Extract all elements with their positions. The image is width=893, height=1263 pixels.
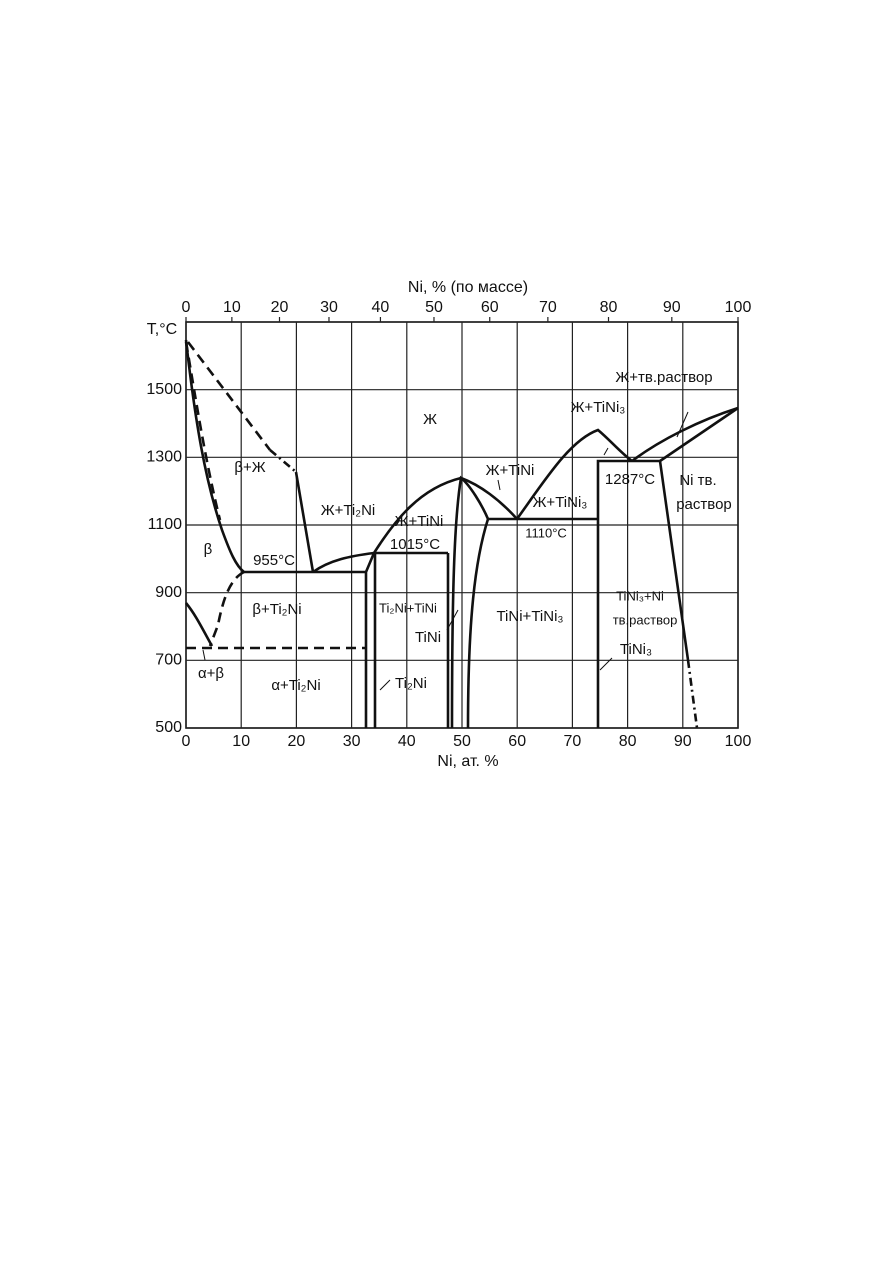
leader-lines bbox=[202, 411, 689, 691]
boundary bbox=[515, 428, 633, 520]
x-tick-label: 80 bbox=[619, 733, 637, 750]
region-label: Ж+TiNi bbox=[395, 513, 444, 530]
x-top-tick-label: 40 bbox=[372, 299, 390, 316]
x-tick-label: 20 bbox=[288, 733, 306, 750]
region-label: Ni тв. bbox=[679, 472, 716, 489]
temperature-label: 1110°C bbox=[525, 525, 567, 540]
x-tick-label: 50 bbox=[453, 733, 471, 750]
phase-boundaries bbox=[184, 339, 739, 729]
region-label: Ж+тв.раствор bbox=[615, 369, 712, 386]
region-label: TiNi bbox=[415, 629, 441, 646]
region-label: Ti₂Ni bbox=[395, 675, 427, 692]
boundary bbox=[631, 406, 739, 463]
x-top-tick-label: 60 bbox=[481, 299, 499, 316]
x-top-tick-label: 30 bbox=[320, 299, 338, 316]
x-tick-label: 10 bbox=[232, 733, 250, 750]
temperature-label: 955°C bbox=[253, 552, 295, 569]
x-top-tick-label: 80 bbox=[600, 299, 618, 316]
boundary bbox=[658, 460, 690, 661]
x-tick-label: 60 bbox=[508, 733, 526, 750]
boundary bbox=[185, 602, 214, 647]
region-label: раствор bbox=[676, 496, 732, 513]
region-label: TiNi+TiNi₃ bbox=[496, 608, 563, 625]
region-label: тв.раствор bbox=[613, 612, 678, 627]
y-tick-label: 900 bbox=[155, 584, 182, 601]
y-tick-label: 500 bbox=[155, 719, 182, 736]
y-tick-label: 700 bbox=[155, 652, 182, 669]
boundary bbox=[450, 475, 490, 729]
region-label: Ti₂Ni+TiNi bbox=[379, 600, 437, 615]
region-labels: Ж Ж+TiNi₃ Ж+тв.раствор β+Ж Ж+Ti₂Ni Ж+TiN… bbox=[198, 369, 732, 694]
temperature-label: 1287°C bbox=[605, 471, 655, 488]
x-tick-label: 90 bbox=[674, 733, 692, 750]
x-top-title: Ni, % (по массе) bbox=[408, 279, 528, 296]
x-top-tick-label: 50 bbox=[425, 299, 443, 316]
region-label: TiNi₃+Ni bbox=[616, 588, 664, 603]
boundary bbox=[269, 449, 297, 473]
region-label: Ж+TiNi₃ bbox=[571, 399, 626, 416]
boundary bbox=[312, 476, 462, 574]
x-top-tick-label: 0 bbox=[182, 299, 191, 316]
boundary bbox=[184, 339, 245, 574]
region-label: TiNi₃ bbox=[620, 641, 652, 658]
boundary bbox=[596, 459, 660, 728]
region-label: Ж+Ti₂Ni bbox=[321, 502, 376, 519]
y-tick-label: 1300 bbox=[146, 449, 182, 466]
region-label: Ж+TiNi bbox=[486, 462, 535, 479]
region-label: Ж+TiNi₃ bbox=[533, 494, 588, 511]
boundary bbox=[208, 570, 245, 647]
boundary bbox=[186, 341, 272, 451]
boundary bbox=[460, 476, 518, 520]
x-bottom-title: Ni, ат. % bbox=[437, 753, 498, 770]
region-label: α+Ti₂Ni bbox=[271, 677, 320, 694]
x-tick-label: 40 bbox=[398, 733, 416, 750]
region-label: β bbox=[204, 541, 213, 558]
region-label: β+Ж bbox=[234, 459, 265, 476]
x-tick-label: 100 bbox=[725, 733, 752, 750]
y-title: T,°C bbox=[147, 321, 177, 338]
boundary bbox=[686, 659, 699, 729]
x-top-tick-label: 100 bbox=[725, 299, 752, 316]
boundary bbox=[659, 406, 739, 463]
x-tick-label: 30 bbox=[343, 733, 361, 750]
boundary bbox=[364, 552, 376, 728]
x-top-tick-label: 20 bbox=[271, 299, 289, 316]
region-label: β+Ti₂Ni bbox=[252, 601, 301, 618]
region-label: Ж bbox=[423, 411, 437, 428]
boundary bbox=[294, 471, 315, 573]
boundary bbox=[184, 341, 222, 521]
region-label: α+β bbox=[198, 665, 224, 682]
x-tick-label: 70 bbox=[564, 733, 582, 750]
x-top-tick-label: 70 bbox=[539, 299, 557, 316]
y-tick-label: 1500 bbox=[146, 381, 182, 398]
grid: 0 10 20 30 40 50 60 70 80 90 100 0 10 20 30 40 50 60 70 80 9… bbox=[146, 299, 751, 750]
x-top-tick-label: 10 bbox=[223, 299, 241, 316]
temperature-label: 1015°C bbox=[390, 536, 440, 553]
x-tick-label: 0 bbox=[182, 733, 191, 750]
x-top-tick-label: 90 bbox=[663, 299, 681, 316]
y-tick-label: 1100 bbox=[148, 516, 183, 533]
